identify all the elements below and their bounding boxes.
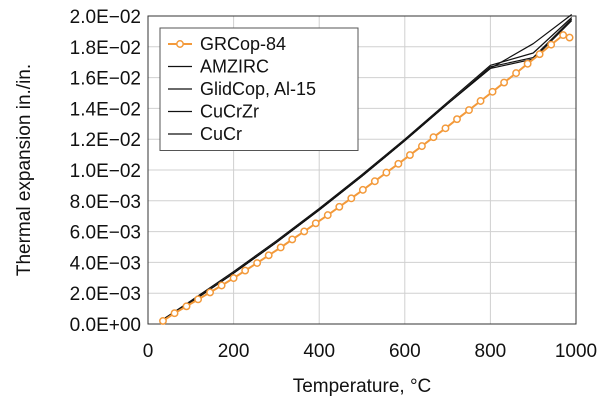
legend-label: GRCop-84 <box>200 34 286 54</box>
data-point <box>335 202 344 211</box>
data-point <box>547 40 556 49</box>
x-tick-label: 1000 <box>555 341 597 362</box>
data-point <box>300 227 309 236</box>
data-point <box>370 177 379 186</box>
series-layer <box>159 14 574 325</box>
legend-marker <box>176 40 184 48</box>
y-axis-ticks: 0.0E+00 2.0E−03 4.0E−03 6.0E−03 8.0E−03 1.0E−… <box>70 7 141 336</box>
data-point <box>358 185 367 194</box>
legend-box <box>159 27 359 151</box>
data-point <box>264 251 273 260</box>
data-point <box>347 194 356 203</box>
legend-label: CuCrZr <box>200 102 259 122</box>
x-tick-label: 600 <box>389 341 421 362</box>
data-point <box>382 168 391 177</box>
data-point <box>229 274 238 283</box>
y-tick-label: 1.8E−02 <box>70 38 141 59</box>
plot-area <box>147 15 577 325</box>
data-point <box>523 59 532 68</box>
legend-item: CuCr <box>168 124 242 144</box>
legend-label: GlidCop, Al-15 <box>200 79 316 99</box>
y-tick-label: 1.0E−02 <box>70 161 141 182</box>
data-point <box>565 33 574 42</box>
data-point <box>394 159 403 168</box>
legend-label: AMZIRC <box>200 57 269 77</box>
legend-item: GlidCop, Al-15 <box>168 79 316 99</box>
x-axis-ticks: 0 200 400 600 800 1000 <box>143 341 597 362</box>
x-axis-title: Temperature, °C <box>293 376 432 397</box>
x-tick-label: 0 <box>143 341 154 362</box>
data-point <box>194 295 203 304</box>
y-tick-label: 4.0E−03 <box>70 253 141 274</box>
data-point <box>488 87 497 96</box>
y-tick-label: 1.4E−02 <box>70 99 141 120</box>
data-point <box>217 281 226 290</box>
x-tick-label: 400 <box>303 341 335 362</box>
data-point <box>429 133 438 142</box>
legend-item: CuCrZr <box>168 102 259 122</box>
y-tick-label: 8.0E−03 <box>70 192 141 213</box>
data-point <box>476 97 485 105</box>
data-point <box>417 142 426 151</box>
data-point <box>465 106 473 115</box>
data-point <box>241 266 250 275</box>
series-glidcop-al-15 <box>162 17 573 320</box>
data-point <box>170 309 179 318</box>
y-tick-label: 0.0E+00 <box>70 315 141 336</box>
data-point <box>323 211 332 220</box>
data-point <box>288 235 297 244</box>
y-axis-title: Thermal expansion in./in. <box>14 64 35 276</box>
x-tick-label: 200 <box>218 341 250 362</box>
data-point <box>535 50 544 59</box>
data-point <box>512 69 521 78</box>
data-point <box>405 151 414 160</box>
data-point <box>206 288 215 297</box>
data-point <box>500 78 509 87</box>
y-tick-label: 1.2E−02 <box>70 130 141 151</box>
legend-item: AMZIRC <box>168 57 269 77</box>
series-line <box>162 17 573 320</box>
data-point <box>276 243 285 252</box>
x-tick-label: 800 <box>475 341 507 362</box>
y-tick-label: 6.0E−03 <box>70 223 141 244</box>
data-point <box>453 115 461 124</box>
y-tick-label: 1.6E−02 <box>70 69 141 90</box>
legend-label: CuCr <box>200 124 242 144</box>
data-point <box>253 259 262 267</box>
data-point <box>559 31 568 40</box>
data-point <box>441 124 450 133</box>
y-tick-label: 2.0E−03 <box>70 284 141 305</box>
series-grcop-84 <box>159 31 574 325</box>
data-point <box>311 219 320 228</box>
data-point <box>159 316 167 325</box>
legend-item: GRCop-84 <box>168 34 286 54</box>
y-tick-label: 2.0E−02 <box>70 7 141 28</box>
data-point <box>182 302 191 311</box>
